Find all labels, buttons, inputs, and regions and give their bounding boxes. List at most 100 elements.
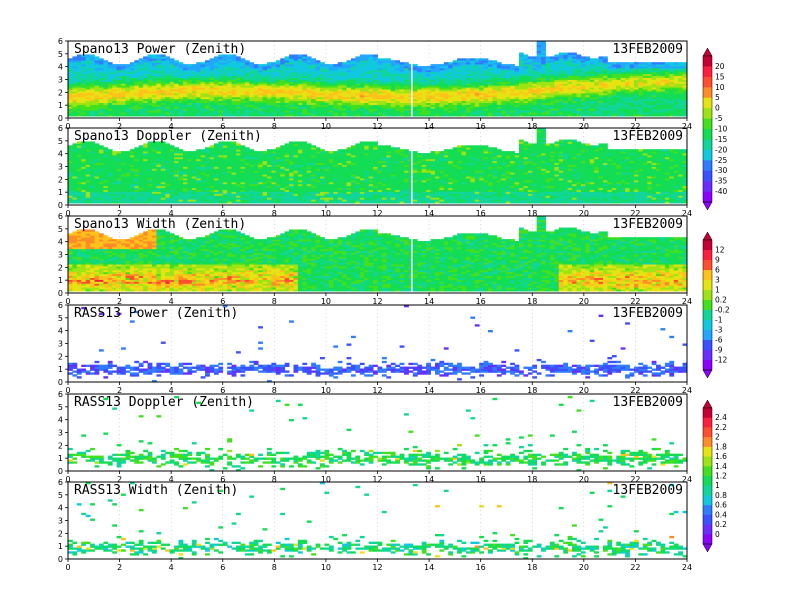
heatmap-cell <box>465 92 471 96</box>
heatmap-cell <box>209 81 215 84</box>
heatmap-cell <box>302 75 308 78</box>
heatmap-cell <box>350 73 356 77</box>
heatmap-cell <box>289 83 294 86</box>
heatmap-cell <box>227 66 232 69</box>
heatmap-cell <box>368 98 374 102</box>
heatmap-cell <box>222 75 228 78</box>
heatmap-cell <box>518 52 524 55</box>
heatmap-cell <box>439 67 445 71</box>
heatmap-cell <box>408 108 414 111</box>
heatmap-cell <box>315 62 321 65</box>
heatmap-cell <box>408 96 414 100</box>
heatmap-cell <box>222 96 228 100</box>
heatmap-cell <box>249 71 255 75</box>
heatmap-cell <box>359 83 365 86</box>
heatmap-cell <box>178 79 184 82</box>
heatmap-cell <box>72 69 78 73</box>
heatmap-cell <box>182 71 188 75</box>
heatmap-cell <box>196 71 202 75</box>
heatmap-cell <box>302 92 308 96</box>
heatmap-cell <box>240 87 246 90</box>
heatmap-cell <box>218 81 224 84</box>
heatmap-cell <box>165 108 171 111</box>
heatmap-cell <box>98 67 104 71</box>
heatmap-cell <box>134 94 140 98</box>
heatmap-cell <box>297 58 303 61</box>
heatmap-cell <box>169 145 175 148</box>
heatmap-cell <box>271 85 277 88</box>
heatmap-cell <box>364 98 370 102</box>
heatmap-cell <box>196 64 202 67</box>
heatmap-cell <box>404 104 409 107</box>
heatmap-cell <box>129 64 135 67</box>
heatmap-cell <box>231 64 237 67</box>
heatmap-cell <box>297 79 303 82</box>
heatmap-cell <box>94 71 100 75</box>
heatmap-cell <box>112 104 118 107</box>
heatmap-cell <box>465 79 471 82</box>
heatmap-cell <box>107 83 113 86</box>
heatmap-cell <box>116 151 122 154</box>
heatmap-cell <box>368 79 374 82</box>
heatmap-cell <box>156 106 162 109</box>
heatmap-cell <box>673 62 679 65</box>
heatmap-cell <box>328 114 334 117</box>
heatmap-cell <box>333 114 339 117</box>
heatmap-cell <box>355 91 361 94</box>
heatmap-cell <box>461 73 467 77</box>
heatmap-cell <box>94 100 100 103</box>
heatmap-cell <box>443 98 449 102</box>
heatmap-cell <box>342 62 347 65</box>
heatmap-cell <box>333 106 339 109</box>
heatmap-cell <box>138 58 144 61</box>
heatmap-cell <box>293 75 299 78</box>
heatmap-cell <box>404 112 409 115</box>
heatmap-cell <box>421 114 427 117</box>
heatmap-cell <box>182 77 188 80</box>
heatmap-cell <box>320 92 325 96</box>
heatmap-cell <box>359 102 365 105</box>
heatmap-cell <box>404 108 409 111</box>
heatmap-cell <box>125 92 131 96</box>
heatmap-cell <box>116 112 122 115</box>
heatmap-cell <box>196 81 202 84</box>
heatmap-cell <box>249 106 255 109</box>
heatmap-cell <box>231 58 237 61</box>
heatmap-cell <box>377 58 383 61</box>
heatmap-cell <box>377 108 383 111</box>
heatmap-cell <box>178 87 184 90</box>
heatmap-cell <box>253 98 259 102</box>
heatmap-cell <box>200 79 206 82</box>
heatmap-cell <box>116 92 122 96</box>
heatmap-cell <box>368 81 374 84</box>
heatmap-cell <box>452 91 458 94</box>
heatmap-cell <box>315 100 321 103</box>
heatmap-cell <box>346 87 352 90</box>
heatmap-cell <box>156 64 162 67</box>
y-tick-label: 0 <box>58 114 63 123</box>
heatmap-cell <box>147 62 153 65</box>
heatmap-cell <box>94 114 100 117</box>
heatmap-cell <box>280 83 286 86</box>
heatmap-cell <box>138 71 144 75</box>
heatmap-cell <box>222 98 228 102</box>
heatmap-cell <box>404 110 409 113</box>
heatmap-cell <box>355 87 361 90</box>
heatmap-cell <box>669 62 675 65</box>
heatmap-cell <box>222 71 228 75</box>
heatmap-cell <box>271 64 277 67</box>
heatmap-cell <box>160 85 166 88</box>
heatmap-cell <box>328 87 334 90</box>
heatmap-cell <box>143 64 148 67</box>
heatmap-cell <box>457 114 462 117</box>
heatmap-cell <box>90 108 95 111</box>
heatmap-cell <box>434 100 440 103</box>
heatmap-cell <box>231 112 237 115</box>
heatmap-cell <box>169 77 175 80</box>
heatmap-cell <box>152 77 157 80</box>
heatmap-cell <box>262 92 268 96</box>
heatmap-cell <box>320 96 325 100</box>
heatmap-cell <box>320 79 325 82</box>
heatmap-cell <box>209 108 215 111</box>
heatmap-cell <box>196 92 202 96</box>
